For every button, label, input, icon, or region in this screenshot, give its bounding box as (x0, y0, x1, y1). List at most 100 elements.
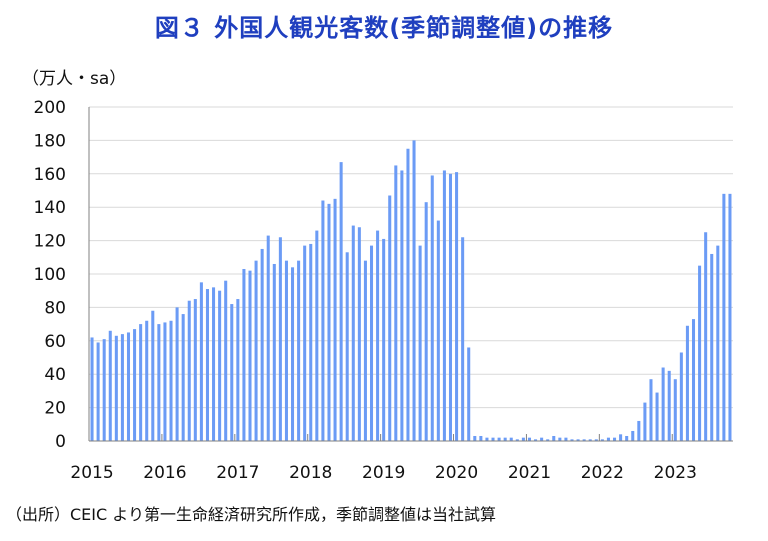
bar (321, 200, 325, 441)
axes (88, 107, 733, 442)
bar (388, 195, 392, 441)
bar (96, 342, 100, 441)
y-tick-label: 100 (34, 265, 66, 285)
bar (485, 437, 489, 441)
bar (291, 267, 295, 441)
bar (479, 435, 483, 441)
bar (582, 439, 586, 441)
x-tick-label: 2023 (654, 463, 697, 483)
y-tick-label: 140 (34, 198, 66, 218)
bar (418, 245, 422, 441)
y-tick-label: 40 (44, 365, 66, 385)
bar (625, 435, 629, 441)
bar (442, 170, 446, 441)
bar (297, 260, 301, 441)
bar (546, 439, 550, 441)
bar (193, 299, 197, 441)
x-tick-label: 2022 (581, 463, 624, 483)
bar (327, 203, 331, 441)
bar (266, 235, 270, 441)
bar (704, 232, 708, 441)
bar (613, 437, 617, 441)
bar (691, 319, 696, 441)
bar (120, 334, 124, 441)
x-tick-labels: 2015 2016 2017 2018 2019 2020 2021 2022 2023 (70, 463, 697, 483)
bar (710, 253, 714, 441)
bar (552, 435, 556, 441)
bar (728, 193, 732, 441)
bar (594, 439, 598, 441)
bar (363, 260, 367, 441)
bar (339, 162, 343, 442)
bar (242, 268, 246, 441)
bar (497, 437, 501, 441)
bar (126, 332, 131, 441)
bar (181, 314, 185, 441)
bar (461, 237, 465, 441)
bar (430, 175, 434, 441)
bar (394, 165, 398, 441)
bar (631, 430, 635, 441)
x-tick-label: 2018 (289, 463, 332, 483)
bar (187, 300, 191, 441)
bar (521, 437, 525, 441)
bar (351, 225, 355, 441)
bar (540, 437, 544, 441)
bar (133, 329, 137, 441)
bar (673, 379, 677, 441)
bar (661, 367, 665, 441)
bar (637, 420, 641, 441)
bar (272, 263, 276, 441)
bar (412, 140, 416, 441)
y-tick-label: 0 (55, 432, 66, 452)
bar (382, 238, 386, 441)
bar (491, 437, 495, 441)
bar (248, 270, 252, 441)
bar (278, 237, 282, 441)
bar (114, 335, 118, 441)
bar (357, 227, 361, 441)
bar (212, 287, 216, 441)
bar (619, 434, 623, 441)
x-tick-label: 2015 (70, 463, 113, 483)
bar (558, 437, 562, 441)
bar (315, 230, 319, 441)
x-tick-label: 2021 (508, 463, 551, 483)
bar (108, 330, 112, 441)
bar (400, 170, 404, 441)
bar (698, 265, 702, 441)
bar (345, 252, 349, 441)
bar (199, 282, 203, 441)
y-tick-label: 160 (34, 165, 66, 185)
bar (588, 439, 592, 441)
bar (455, 172, 459, 441)
bar (309, 243, 313, 441)
bar (679, 352, 683, 441)
y-tick-label: 120 (34, 232, 66, 252)
bar (145, 320, 149, 441)
bar (716, 245, 720, 441)
bar (436, 220, 440, 441)
bar (90, 337, 94, 441)
y-tick-labels: 0 20 40 60 80 100 120 140 160 180 200 (34, 98, 66, 452)
bar (406, 148, 410, 441)
bar (254, 260, 258, 441)
bar (534, 439, 538, 441)
gridlines (89, 106, 733, 409)
bar (260, 248, 264, 441)
bar (157, 324, 161, 441)
bar (509, 437, 513, 441)
bar (139, 324, 143, 441)
bar (424, 202, 428, 441)
bar (473, 435, 477, 441)
bar (448, 173, 453, 442)
x-tick-label: 2019 (362, 463, 405, 483)
bar (369, 245, 374, 441)
x-tick-label: 2017 (216, 463, 259, 483)
bar (564, 437, 568, 441)
x-tick-label: 2016 (143, 463, 186, 483)
bar (570, 439, 574, 441)
x-tick-label: 2020 (435, 463, 478, 483)
bars (90, 140, 732, 442)
